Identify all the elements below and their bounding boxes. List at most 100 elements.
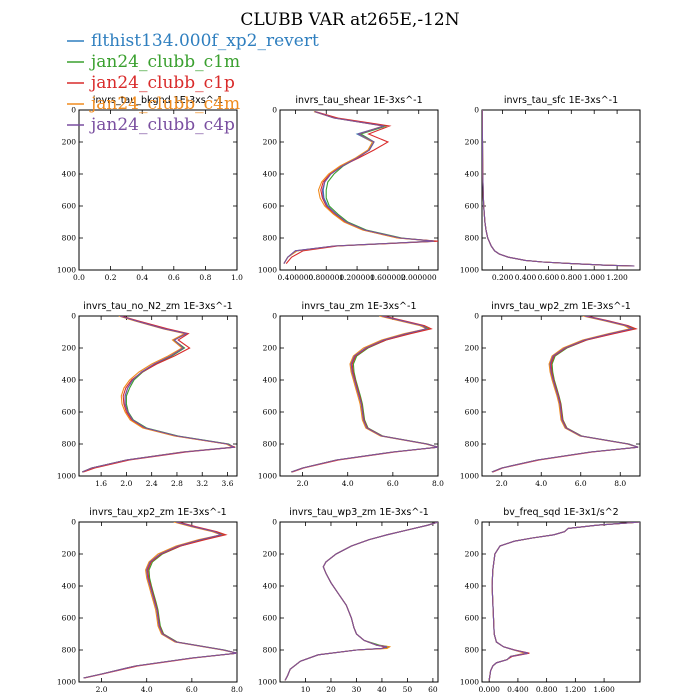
x-tick-label: 3.6: [222, 479, 234, 488]
legend-label: jan24_clubb_c4m: [89, 94, 240, 114]
series-line-2: [291, 316, 438, 473]
y-tick-label: 600: [465, 202, 480, 211]
plot-frame: [481, 315, 641, 477]
series-line-2: [284, 522, 438, 681]
y-tick-label: 600: [62, 408, 77, 417]
y-tick-label: 1000: [258, 678, 277, 687]
panel-title: invrs_tau_no_N2_zm 1E-3xs^-1: [83, 301, 232, 312]
y-tick-label: 1000: [258, 266, 277, 275]
y-tick-label: 400: [263, 170, 278, 179]
x-tick-label: 1.600: [593, 685, 615, 694]
series-line-3: [292, 316, 438, 473]
series-line-5: [491, 316, 639, 473]
series-line-2: [491, 316, 639, 473]
x-tick-label: 0.8: [199, 273, 211, 282]
y-tick-label: 1000: [460, 266, 479, 275]
x-tick-label: 0.400: [507, 685, 529, 694]
y-tick-label: 600: [263, 408, 278, 417]
series-line-4: [284, 522, 438, 681]
series-line-5: [482, 110, 635, 267]
panel-4: invrs_tau_no_N2_zm 1E-3xs^-1 0 200 400 600 80…: [57, 301, 238, 488]
y-tick-label: 400: [465, 582, 480, 591]
series-line-1: [83, 522, 237, 679]
series-line-3: [492, 316, 639, 473]
y-tick-label: 400: [465, 170, 480, 179]
panel-title: invrs_tau_wp3_zm 1E-3xs^-1: [289, 507, 429, 518]
y-tick-label: 200: [465, 138, 480, 147]
plot-frame: [78, 315, 238, 477]
y-tick-label: 1000: [460, 678, 479, 687]
y-tick-label: 400: [263, 376, 278, 385]
y-tick-label: 400: [62, 170, 77, 179]
panel-title: invrs_tau_sfc 1E-3xs^-1: [504, 95, 618, 106]
series-line-5: [81, 316, 236, 473]
x-tick-label: 0.2: [105, 273, 117, 282]
y-tick-label: 400: [465, 376, 480, 385]
y-tick-label: 200: [263, 550, 278, 559]
series-line-1: [284, 522, 438, 681]
x-tick-label: 3.2: [196, 479, 208, 488]
plot-frame: [481, 521, 641, 683]
plot-frame: [279, 521, 439, 683]
x-tick-label: 0.600: [538, 273, 560, 282]
x-tick-label: 8.0: [614, 479, 626, 488]
x-tick-label: 1.600000: [370, 273, 406, 282]
x-tick-label: 2.000000: [401, 273, 437, 282]
x-tick-label: 0.200: [492, 273, 514, 282]
y-tick-label: 0: [474, 312, 479, 321]
y-tick-label: 0: [71, 312, 76, 321]
y-tick-label: 200: [62, 344, 77, 353]
x-tick-label: 1.0: [231, 273, 243, 282]
x-tick-label: 2.0: [297, 479, 309, 488]
series-line-3: [482, 110, 635, 267]
series-line-1: [291, 316, 438, 473]
y-tick-label: 400: [62, 582, 77, 591]
y-tick-label: 1000: [258, 472, 277, 481]
y-tick-label: 400: [263, 582, 278, 591]
plot-frame: [78, 521, 238, 683]
y-tick-label: 600: [263, 202, 278, 211]
panel-3: invrs_tau_sfc 1E-3xs^-1 0 200 400 600 800 1000…: [460, 95, 641, 282]
series-line-2: [81, 316, 236, 473]
y-tick-label: 800: [263, 646, 278, 655]
panel-8: invrs_tau_wp3_zm 1E-3xs^-1 0 200 400 600 800 1…: [258, 507, 439, 694]
x-tick-label: 6.0: [387, 479, 399, 488]
series-line-5: [488, 522, 640, 681]
y-tick-label: 600: [465, 408, 480, 417]
figure-title: CLUBB VAR at265E,-12N: [240, 10, 459, 30]
y-tick-label: 200: [465, 344, 480, 353]
panel-2: invrs_tau_shear 1E-3xs^-1 0 200 400 600 800 10…: [258, 95, 439, 282]
legend-label: jan24_clubb_c4p: [89, 115, 235, 135]
y-tick-label: 0: [272, 106, 277, 115]
series-line-1: [491, 316, 639, 473]
x-tick-label: 8.0: [231, 685, 243, 694]
series-line-3: [284, 522, 438, 681]
y-tick-label: 200: [465, 550, 480, 559]
series-line-5: [83, 522, 237, 679]
x-tick-label: 1.200000: [339, 273, 375, 282]
y-tick-label: 200: [62, 550, 77, 559]
y-tick-label: 200: [62, 138, 77, 147]
legend-label: flthist134.000f_xp2_revert: [91, 31, 319, 51]
x-tick-label: 0.6: [168, 273, 180, 282]
x-tick-label: 1.200: [565, 685, 587, 694]
panel-title: invrs_tau_shear 1E-3xs^-1: [295, 95, 422, 106]
x-tick-label: 8.0: [432, 479, 444, 488]
y-tick-label: 400: [62, 376, 77, 385]
x-tick-label: 0.800: [561, 273, 583, 282]
plot-frame: [78, 109, 238, 271]
x-tick-label: 4.0: [342, 479, 354, 488]
y-tick-label: 0: [71, 106, 76, 115]
panel-1: invrs_tau_bkgnd 1E-3xs^-1 0 200 400 600 800 10…: [57, 95, 243, 282]
series-line-4: [291, 316, 438, 473]
panel-9: bv_freq_sqd 1E-3x1/s^2020040060080010000…: [460, 507, 641, 694]
x-tick-label: 20: [326, 685, 336, 694]
legend-label: jan24_clubb_c1p: [89, 73, 235, 93]
y-tick-label: 600: [62, 614, 77, 623]
y-tick-label: 1000: [57, 678, 76, 687]
panel-title: invrs_tau_bkgnd 1E-3xs^-1: [93, 95, 223, 106]
x-tick-label: 1.200: [606, 273, 628, 282]
x-tick-label: 6.0: [186, 685, 198, 694]
x-tick-label: 2.0: [96, 685, 108, 694]
series-line-5: [283, 111, 435, 264]
